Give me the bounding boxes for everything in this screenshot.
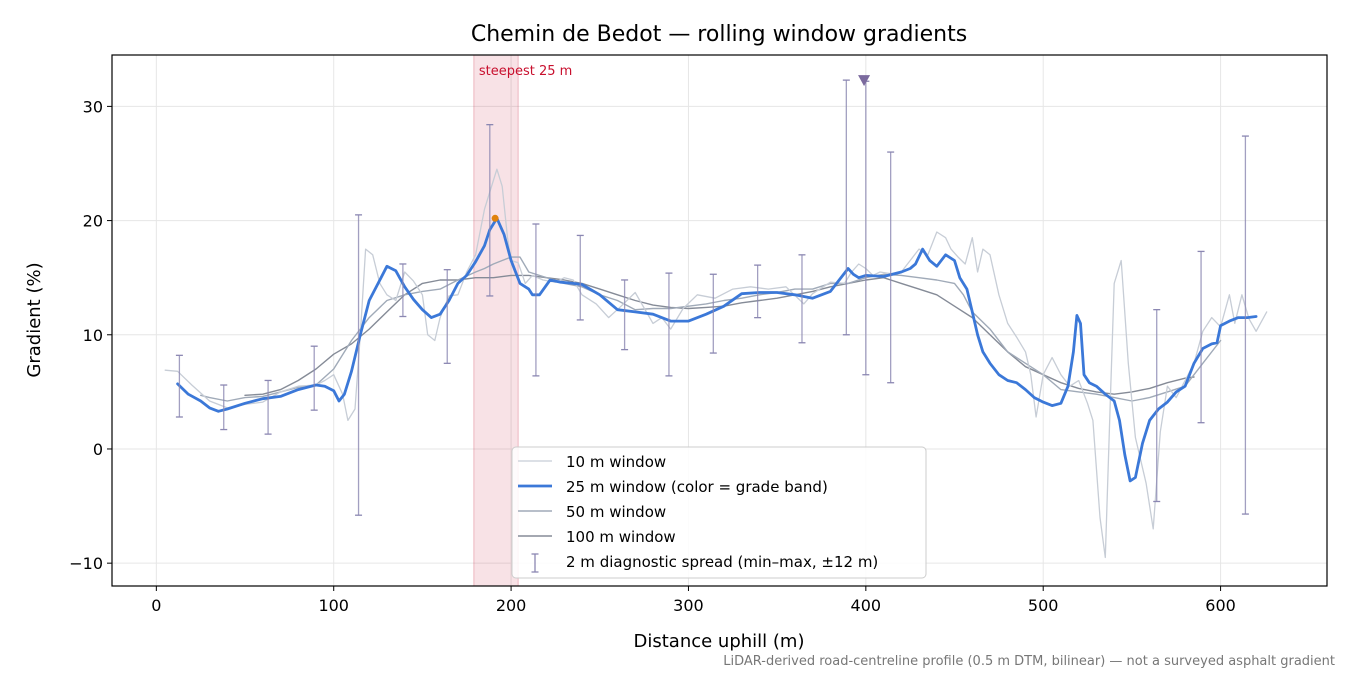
steepest-label: steepest 25 m — [479, 64, 572, 79]
legend: 10 m window 25 m window (color = grade b… — [511, 446, 927, 579]
steepest-band — [473, 54, 519, 587]
legend-label-50m: 50 m window — [566, 503, 666, 521]
legend-label-errorbar: 2 m diagnostic spread (min–max, ±12 m) — [566, 553, 878, 571]
legend-swatch-errorbar — [531, 553, 539, 573]
y-tick-label: 30 — [83, 97, 103, 116]
legend-label-25m: 25 m window (color = grade band) — [566, 478, 828, 496]
y-axis-label: Gradient (%) — [24, 262, 45, 377]
errorbar — [486, 124, 494, 297]
errorbar — [1197, 250, 1205, 424]
legend-box — [511, 446, 927, 579]
diagnostic-errorbars — [175, 79, 1249, 516]
errorbar — [842, 79, 850, 336]
series-line-100m — [244, 274, 1195, 396]
x-axis-label: Distance uphill (m) — [634, 631, 805, 652]
errorbar — [355, 214, 363, 516]
errorbar — [175, 354, 183, 418]
errorbar — [264, 379, 272, 435]
series-line-25m — [176, 216, 1258, 483]
markers — [491, 75, 871, 222]
errorbar — [399, 263, 407, 318]
errorbar — [887, 151, 895, 384]
legend-label-10m: 10 m window — [566, 453, 666, 471]
errorbar — [862, 80, 870, 376]
errorbar — [532, 223, 540, 377]
x-tick-label: 500 — [1028, 596, 1059, 615]
errorbar — [754, 264, 762, 319]
errorbar — [443, 269, 451, 364]
errorbar — [1241, 135, 1249, 515]
y-axis-ticks: −10 0 10 20 30 — [69, 97, 112, 573]
series-line-10m — [164, 168, 1268, 559]
x-axis-ticks: 0 100 200 300 400 500 600 — [151, 586, 1236, 615]
x-tick-label: 200 — [496, 596, 527, 615]
errorbar — [665, 272, 673, 377]
x-tick-label: 0 — [151, 596, 161, 615]
errorbar — [1153, 309, 1161, 503]
x-tick-label: 300 — [673, 596, 704, 615]
chart-title: Chemin de Bedot — rolling window gradien… — [471, 22, 967, 47]
errorbar — [220, 384, 228, 431]
steepest-section-highlight: steepest 25 m — [473, 54, 572, 587]
x-tick-label: 400 — [851, 596, 882, 615]
footnote: LiDAR-derived road-centreline profile (0… — [723, 654, 1335, 669]
plot-frame — [111, 54, 1328, 587]
errorbar — [621, 279, 629, 351]
y-tick-label: −10 — [69, 554, 103, 573]
y-tick-label: 10 — [83, 326, 103, 345]
steepest-peak-point — [491, 214, 499, 222]
errorbar — [576, 234, 584, 321]
errorbar — [310, 345, 318, 411]
x-tick-label: 600 — [1205, 596, 1236, 615]
errorbar — [798, 254, 806, 344]
series-line-50m — [199, 256, 1222, 402]
x-tick-label: 100 — [318, 596, 349, 615]
series-lines — [164, 168, 1268, 559]
errorbar — [709, 273, 717, 354]
max-gradient-marker — [858, 75, 871, 87]
y-tick-label: 0 — [93, 440, 103, 459]
y-tick-label: 20 — [83, 212, 103, 231]
legend-label-100m: 100 m window — [566, 528, 676, 546]
